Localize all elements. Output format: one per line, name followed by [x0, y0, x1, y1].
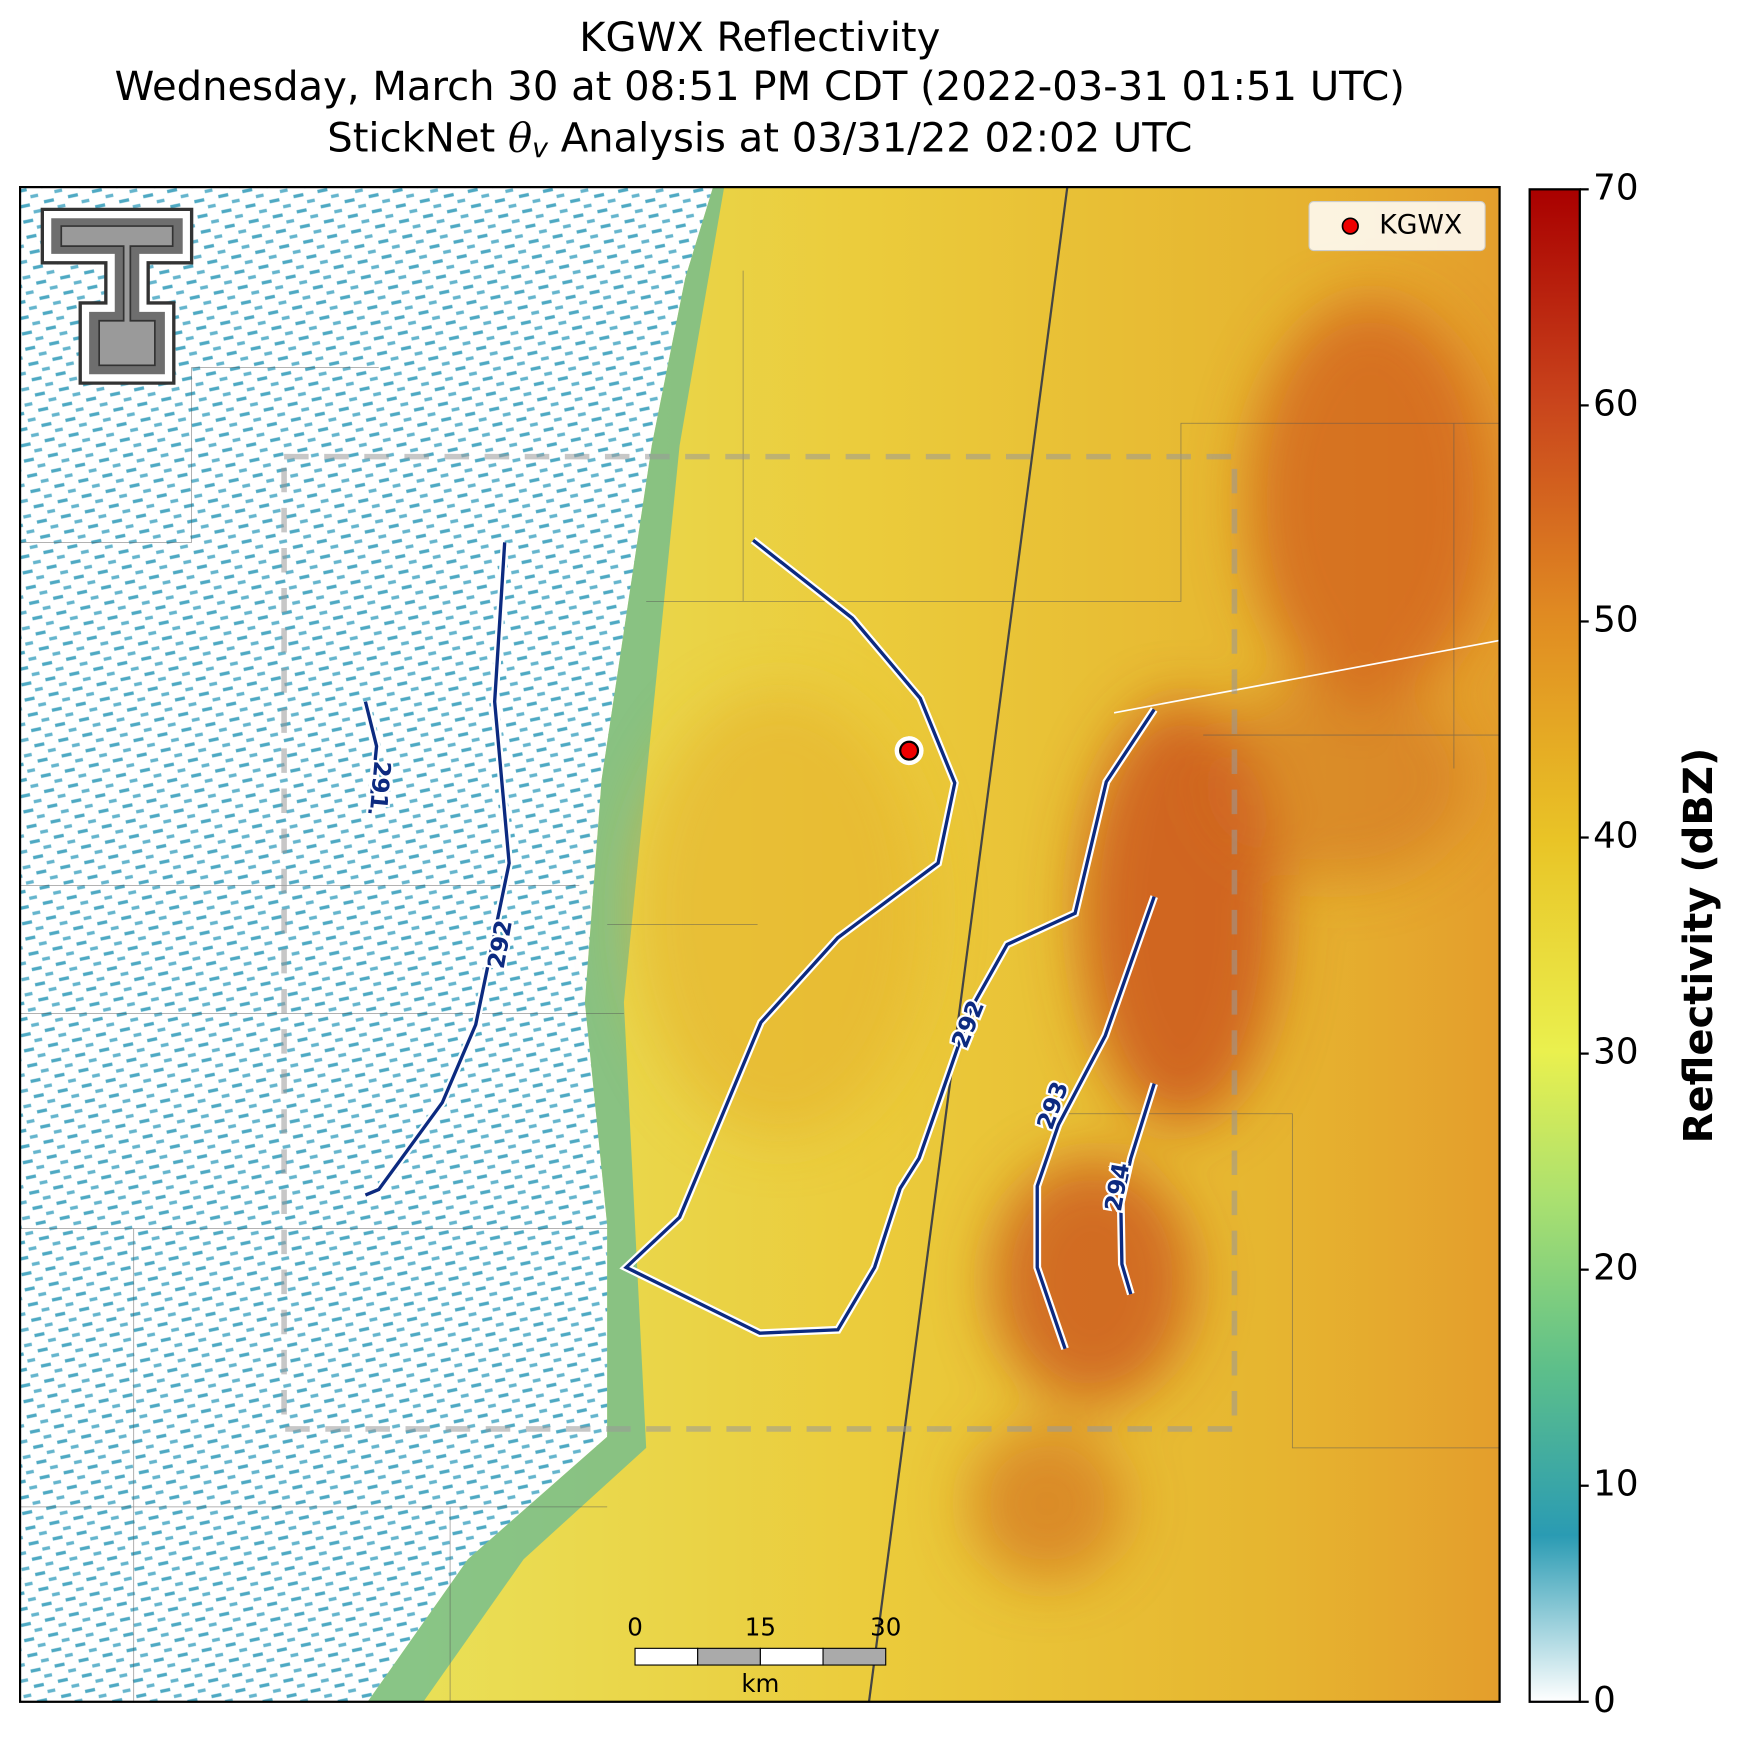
scale-bar-segment: [822, 1647, 887, 1666]
scale-bar-unit: km: [741, 1669, 779, 1698]
scale-bar: 0 15 30 km: [627, 1612, 901, 1698]
legend: KGWX: [1308, 201, 1486, 252]
scale-bar-segment: [697, 1647, 761, 1666]
radar-site: [899, 740, 920, 761]
scale-bar-tick-label: 30: [870, 1612, 901, 1641]
legend-marker: [1341, 217, 1359, 235]
colorbar: [1528, 188, 1581, 1703]
ttu-logo: [40, 207, 194, 385]
legend-box: [1308, 201, 1486, 252]
colorbar-tick-label: 30: [1593, 1032, 1638, 1073]
theta-symbol: θ: [508, 115, 532, 161]
title-line3: StickNet θv Analysis at 03/31/22 02:02 U…: [327, 115, 1192, 164]
title-text: Analysis at 03/31/22 02:02 UTC: [548, 115, 1192, 161]
scale-bar-segment: [634, 1647, 699, 1666]
radial-artifact: [1113, 639, 1500, 714]
colorbar-label: Reflectivity (dBZ): [1676, 748, 1722, 1144]
colorbar-tick-label: 0: [1593, 1680, 1616, 1721]
title-line2: Wednesday, March 30 at 08:51 PM CDT (202…: [115, 64, 1405, 110]
contour-label: 291: [364, 760, 396, 811]
scale-bar-tick-label: 15: [745, 1612, 776, 1641]
title-text: StickNet: [327, 115, 508, 161]
colorbar-tick-label: 60: [1593, 383, 1638, 424]
heavy-echoes: [635, 300, 1493, 1582]
colorbar-ticks: 0 10 20 30 40 50 60 70: [1579, 167, 1639, 1721]
colorbar-tick-label: 70: [1593, 167, 1638, 208]
legend-label: KGWX: [1379, 210, 1462, 241]
colorbar-tick-label: 50: [1593, 599, 1638, 640]
contour-291: 291: [361, 700, 399, 814]
theta-subscript: v: [532, 133, 549, 164]
title-line1: KGWX Reflectivity: [579, 15, 940, 61]
map-frame: [18, 185, 1501, 1703]
colorbar-tick-label: 40: [1593, 816, 1638, 857]
highway: [867, 187, 1069, 1702]
colorbar-tick-label: 10: [1593, 1464, 1638, 1505]
colorbar-tick-label: 20: [1593, 1248, 1638, 1289]
scale-bar-tick-label: 0: [627, 1612, 643, 1641]
echo-edge: [367, 187, 725, 1702]
map: 291 292 292 293 294 KGWX: [20, 187, 1500, 1702]
scale-bar-segment: [759, 1647, 824, 1666]
